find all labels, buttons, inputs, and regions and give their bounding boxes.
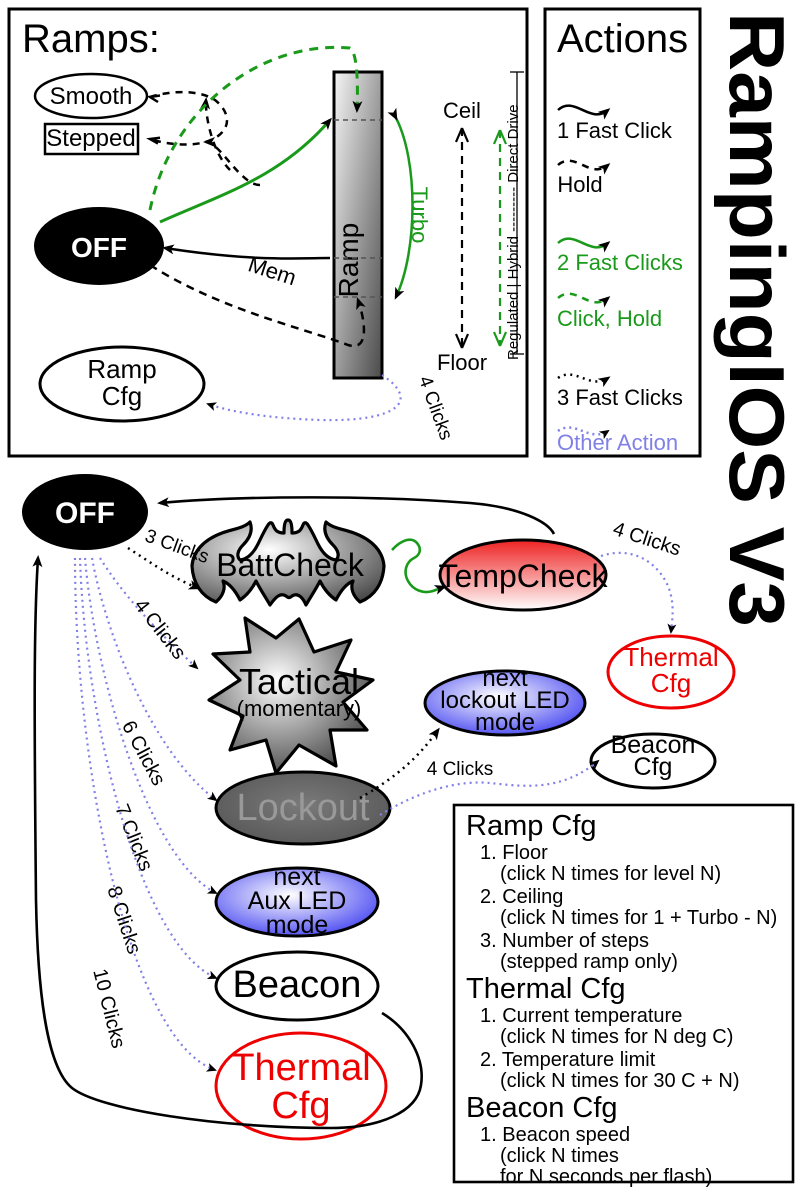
- svg-text:mode: mode: [475, 709, 535, 736]
- svg-text:3 Fast Clicks: 3 Fast Clicks: [557, 385, 683, 410]
- svg-text:Cfg: Cfg: [634, 753, 673, 781]
- svg-text:Cfg: Cfg: [271, 1085, 330, 1127]
- svg-text:Smooth: Smooth: [50, 83, 133, 110]
- svg-text:TempCheck: TempCheck: [439, 558, 609, 594]
- svg-text:Beacon Cfg: Beacon Cfg: [466, 1092, 618, 1124]
- svg-text:Ramp: Ramp: [333, 223, 364, 298]
- svg-text:Hold: Hold: [557, 172, 602, 197]
- svg-text:mode: mode: [266, 911, 329, 939]
- svg-text:OFF: OFF: [55, 497, 115, 530]
- svg-text:(click N times for N deg C): (click N times for N deg C): [500, 1026, 733, 1048]
- svg-text:RampingIOS V3: RampingIOS V3: [713, 12, 801, 627]
- svg-text:Thermal: Thermal: [231, 1047, 370, 1089]
- svg-text:1. Current temperature: 1. Current temperature: [480, 1005, 682, 1027]
- svg-text:2. Ceiling: 2. Ceiling: [480, 886, 563, 908]
- svg-text:Ramps:: Ramps:: [22, 17, 160, 61]
- svg-text:for N seconds per flash): for N seconds per flash): [500, 1166, 712, 1188]
- svg-text:3. Number of steps: 3. Number of steps: [480, 930, 649, 952]
- svg-text:2 Fast Clicks: 2 Fast Clicks: [557, 250, 683, 275]
- svg-text:BattCheck: BattCheck: [216, 547, 365, 583]
- svg-text:Cfg: Cfg: [102, 381, 142, 411]
- svg-text:Ramp: Ramp: [87, 354, 156, 384]
- svg-text:(click N times: (click N times: [500, 1145, 619, 1167]
- svg-text:(click N times for 1 + Turbo -: (click N times for 1 + Turbo - N): [500, 907, 777, 929]
- svg-text:(stepped ramp only): (stepped ramp only): [500, 951, 678, 973]
- svg-text:Cfg: Cfg: [651, 668, 691, 698]
- svg-text:Actions: Actions: [557, 17, 688, 61]
- svg-text:Other Action: Other Action: [557, 430, 678, 455]
- svg-text:4 Clicks: 4 Clicks: [427, 759, 494, 780]
- svg-text:OFF: OFF: [71, 232, 127, 263]
- svg-text:Regulated | Hybrid --------- D: Regulated | Hybrid --------- Direct Driv…: [505, 104, 522, 360]
- svg-text:Ceil: Ceil: [443, 98, 481, 123]
- svg-text:1 Fast Click: 1 Fast Click: [557, 118, 673, 143]
- svg-text:Lockout: Lockout: [236, 787, 370, 829]
- svg-text:Ramp Cfg: Ramp Cfg: [466, 810, 597, 842]
- svg-text:Beacon: Beacon: [233, 964, 362, 1006]
- svg-text:Turbo: Turbo: [407, 187, 432, 244]
- svg-text:2. Temperature limit: 2. Temperature limit: [480, 1049, 656, 1071]
- svg-text:(momentary): (momentary): [237, 696, 362, 721]
- svg-text:(click N times for 30 C + N): (click N times for 30 C + N): [500, 1070, 739, 1092]
- svg-text:1. Floor: 1. Floor: [480, 842, 548, 864]
- svg-text:Stepped: Stepped: [46, 125, 135, 152]
- svg-text:Click, Hold: Click, Hold: [557, 306, 662, 331]
- svg-text:(click N times for level N): (click N times for level N): [500, 863, 721, 885]
- svg-text:Floor: Floor: [437, 350, 487, 375]
- svg-text:Thermal Cfg: Thermal Cfg: [466, 973, 626, 1005]
- svg-text:1. Beacon speed: 1. Beacon speed: [480, 1124, 630, 1146]
